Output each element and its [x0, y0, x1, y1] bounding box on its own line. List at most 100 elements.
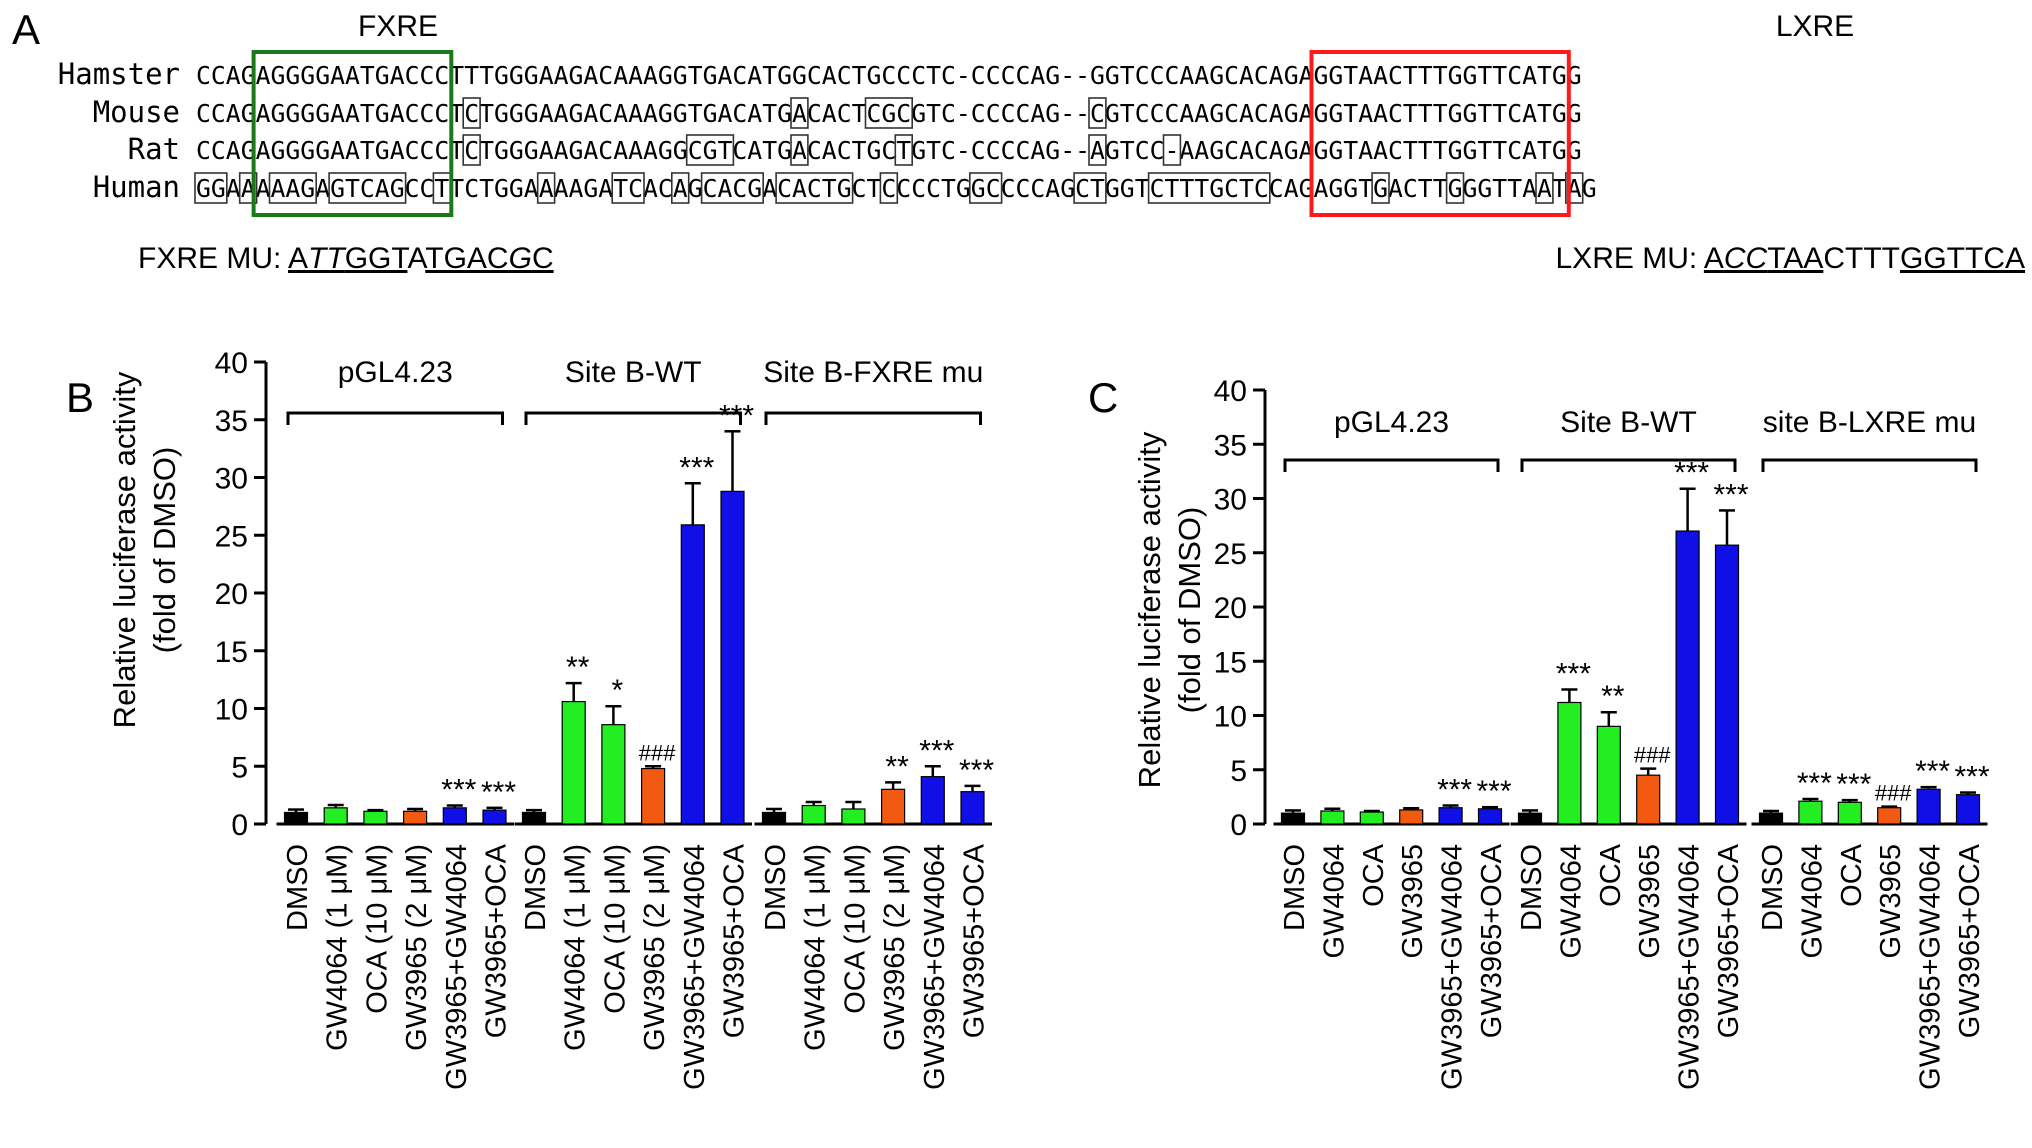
species-label: Rat	[128, 132, 180, 166]
x-tick-label: GW3965+OCA	[719, 843, 751, 1038]
bar	[323, 807, 348, 825]
bar	[1675, 530, 1700, 825]
y-tick-label: 15	[215, 636, 248, 669]
x-tick-label: GW4064 (1 μM)	[560, 844, 592, 1051]
x-tick-label: GW3965 (2 μM)	[879, 844, 911, 1051]
mutant-segment: TAA	[1767, 242, 1823, 275]
y-axis-label: Relative luciferase activity	[1132, 431, 1167, 788]
divergent-base-box	[462, 134, 481, 166]
significance-label: *	[612, 674, 624, 707]
sequence-human: GGAAAAAGAGTCAGCCTTCTGGAAAAGATCACAGCACGAC…	[196, 174, 1597, 203]
group-label: Site B-WT	[565, 356, 702, 389]
significance-label: ***	[1797, 767, 1832, 800]
significance-label: ***	[441, 774, 476, 807]
x-tick-label: GW4064 (1 μM)	[800, 844, 832, 1051]
x-tick-label: OCA (10 μM)	[839, 844, 871, 1014]
divergent-base-box	[611, 172, 645, 204]
fxre-box	[251, 50, 454, 217]
significance-label: ***	[1836, 768, 1871, 801]
y-axis-label: Relative luciferase activity	[107, 371, 142, 728]
group-label: pGL4.23	[338, 356, 453, 389]
chart-b: 0 5 10 15 20 25 30 35 40 Relative luciferase acti…	[107, 347, 994, 1090]
y-tick-label: 20	[1214, 592, 1247, 625]
y-tick-label: 35	[1214, 429, 1247, 462]
mutant-segment: CC	[1724, 242, 1768, 275]
species-label: Human	[93, 170, 180, 204]
x-tick-label: OCA	[1836, 843, 1868, 907]
y-axis-label-units: (fold of DMSO)	[1172, 507, 1207, 714]
divergent-base-box	[968, 172, 1003, 204]
significance-label: ***	[719, 399, 754, 432]
bar	[1320, 810, 1345, 825]
bar	[442, 807, 467, 825]
divergent-base-box	[1088, 134, 1107, 166]
bar	[601, 724, 626, 825]
divergent-base-box	[685, 134, 735, 166]
y-tick-label: 40	[1214, 375, 1247, 408]
x-tick-label: GW4064 (1 μM)	[322, 844, 354, 1051]
y-tick-label: 20	[215, 578, 248, 611]
bar	[1798, 800, 1823, 825]
lxre-title: LXRE	[1776, 10, 1854, 43]
divergent-base-box	[1073, 172, 1107, 204]
group-label: site B-LXRE mu	[1763, 406, 1976, 439]
significance-label: ***	[1915, 755, 1950, 788]
mutant-prefix: FXRE MU:	[138, 242, 288, 275]
divergent-base-box	[1535, 172, 1554, 204]
divergent-base-box	[1088, 97, 1107, 129]
x-tick-label: GW3965+GW4064	[1915, 844, 1947, 1090]
bar	[640, 767, 666, 825]
bar	[1714, 544, 1740, 825]
species-label: Hamster	[58, 57, 180, 91]
significance-label: ***	[1954, 761, 1989, 794]
x-tick-label: GW3965+OCA	[959, 843, 991, 1038]
divergent-base-box	[670, 172, 690, 204]
divergent-base-box	[879, 172, 899, 204]
x-tick-label: GW3965+OCA	[1476, 843, 1508, 1038]
bar	[1877, 807, 1902, 825]
bar	[1399, 809, 1424, 825]
bar	[920, 776, 945, 825]
significance-label: **	[885, 750, 909, 783]
panel-a-label: A	[12, 6, 40, 53]
lxre-box	[1309, 50, 1571, 217]
mutant-segment: GGTTCA	[1900, 242, 2025, 275]
species-label: Mouse	[93, 95, 180, 129]
x-tick-label: GW3965+OCA	[481, 843, 513, 1038]
significance-label: ***	[679, 451, 714, 484]
bar	[841, 808, 866, 825]
significance-label: **	[566, 651, 590, 684]
group-label: Site B-FXRE mu	[763, 356, 983, 389]
divergent-base-box	[268, 172, 318, 204]
x-tick-label: GW3965	[1634, 844, 1666, 958]
y-tick-label: 25	[215, 520, 248, 553]
divergent-base-box	[1162, 134, 1182, 166]
significance-label: ***	[1674, 457, 1709, 490]
significance-label: ***	[1556, 657, 1591, 690]
y-tick-label: 5	[231, 751, 248, 784]
bar	[403, 810, 428, 825]
bar	[960, 791, 985, 825]
group-bracket	[286, 411, 504, 425]
bar	[363, 810, 388, 825]
significance-label: ***	[959, 754, 994, 787]
divergent-base-box	[194, 172, 228, 204]
mutant-segment: CTTT	[1823, 242, 1900, 275]
divergent-base-box	[790, 134, 809, 166]
x-tick-label: OCA	[1358, 843, 1390, 907]
bar	[1916, 788, 1941, 825]
y-tick-label: 10	[1214, 701, 1247, 734]
divergent-base-box	[790, 97, 809, 129]
y-tick-label: 35	[215, 405, 248, 438]
x-tick-label: GW3965 (2 μM)	[401, 844, 433, 1051]
mutant-segment: C	[532, 242, 554, 275]
y-tick-label: 10	[215, 694, 248, 727]
bar	[1837, 801, 1862, 825]
mutant-sequence: LXRE MU: ACCTAACTTTGGTTCA	[1556, 242, 2026, 275]
divergent-base-box	[775, 172, 854, 204]
divergent-base-box	[1147, 172, 1271, 204]
sequence-rat: CCAGAGGGGAATGACCCTCTGGGAAGACAAAGGCGTCATG…	[196, 136, 1582, 165]
mutant-segment: TGAC	[425, 242, 508, 275]
divergent-base-box	[1445, 172, 1465, 204]
x-tick-label: GW4064	[1796, 844, 1828, 958]
